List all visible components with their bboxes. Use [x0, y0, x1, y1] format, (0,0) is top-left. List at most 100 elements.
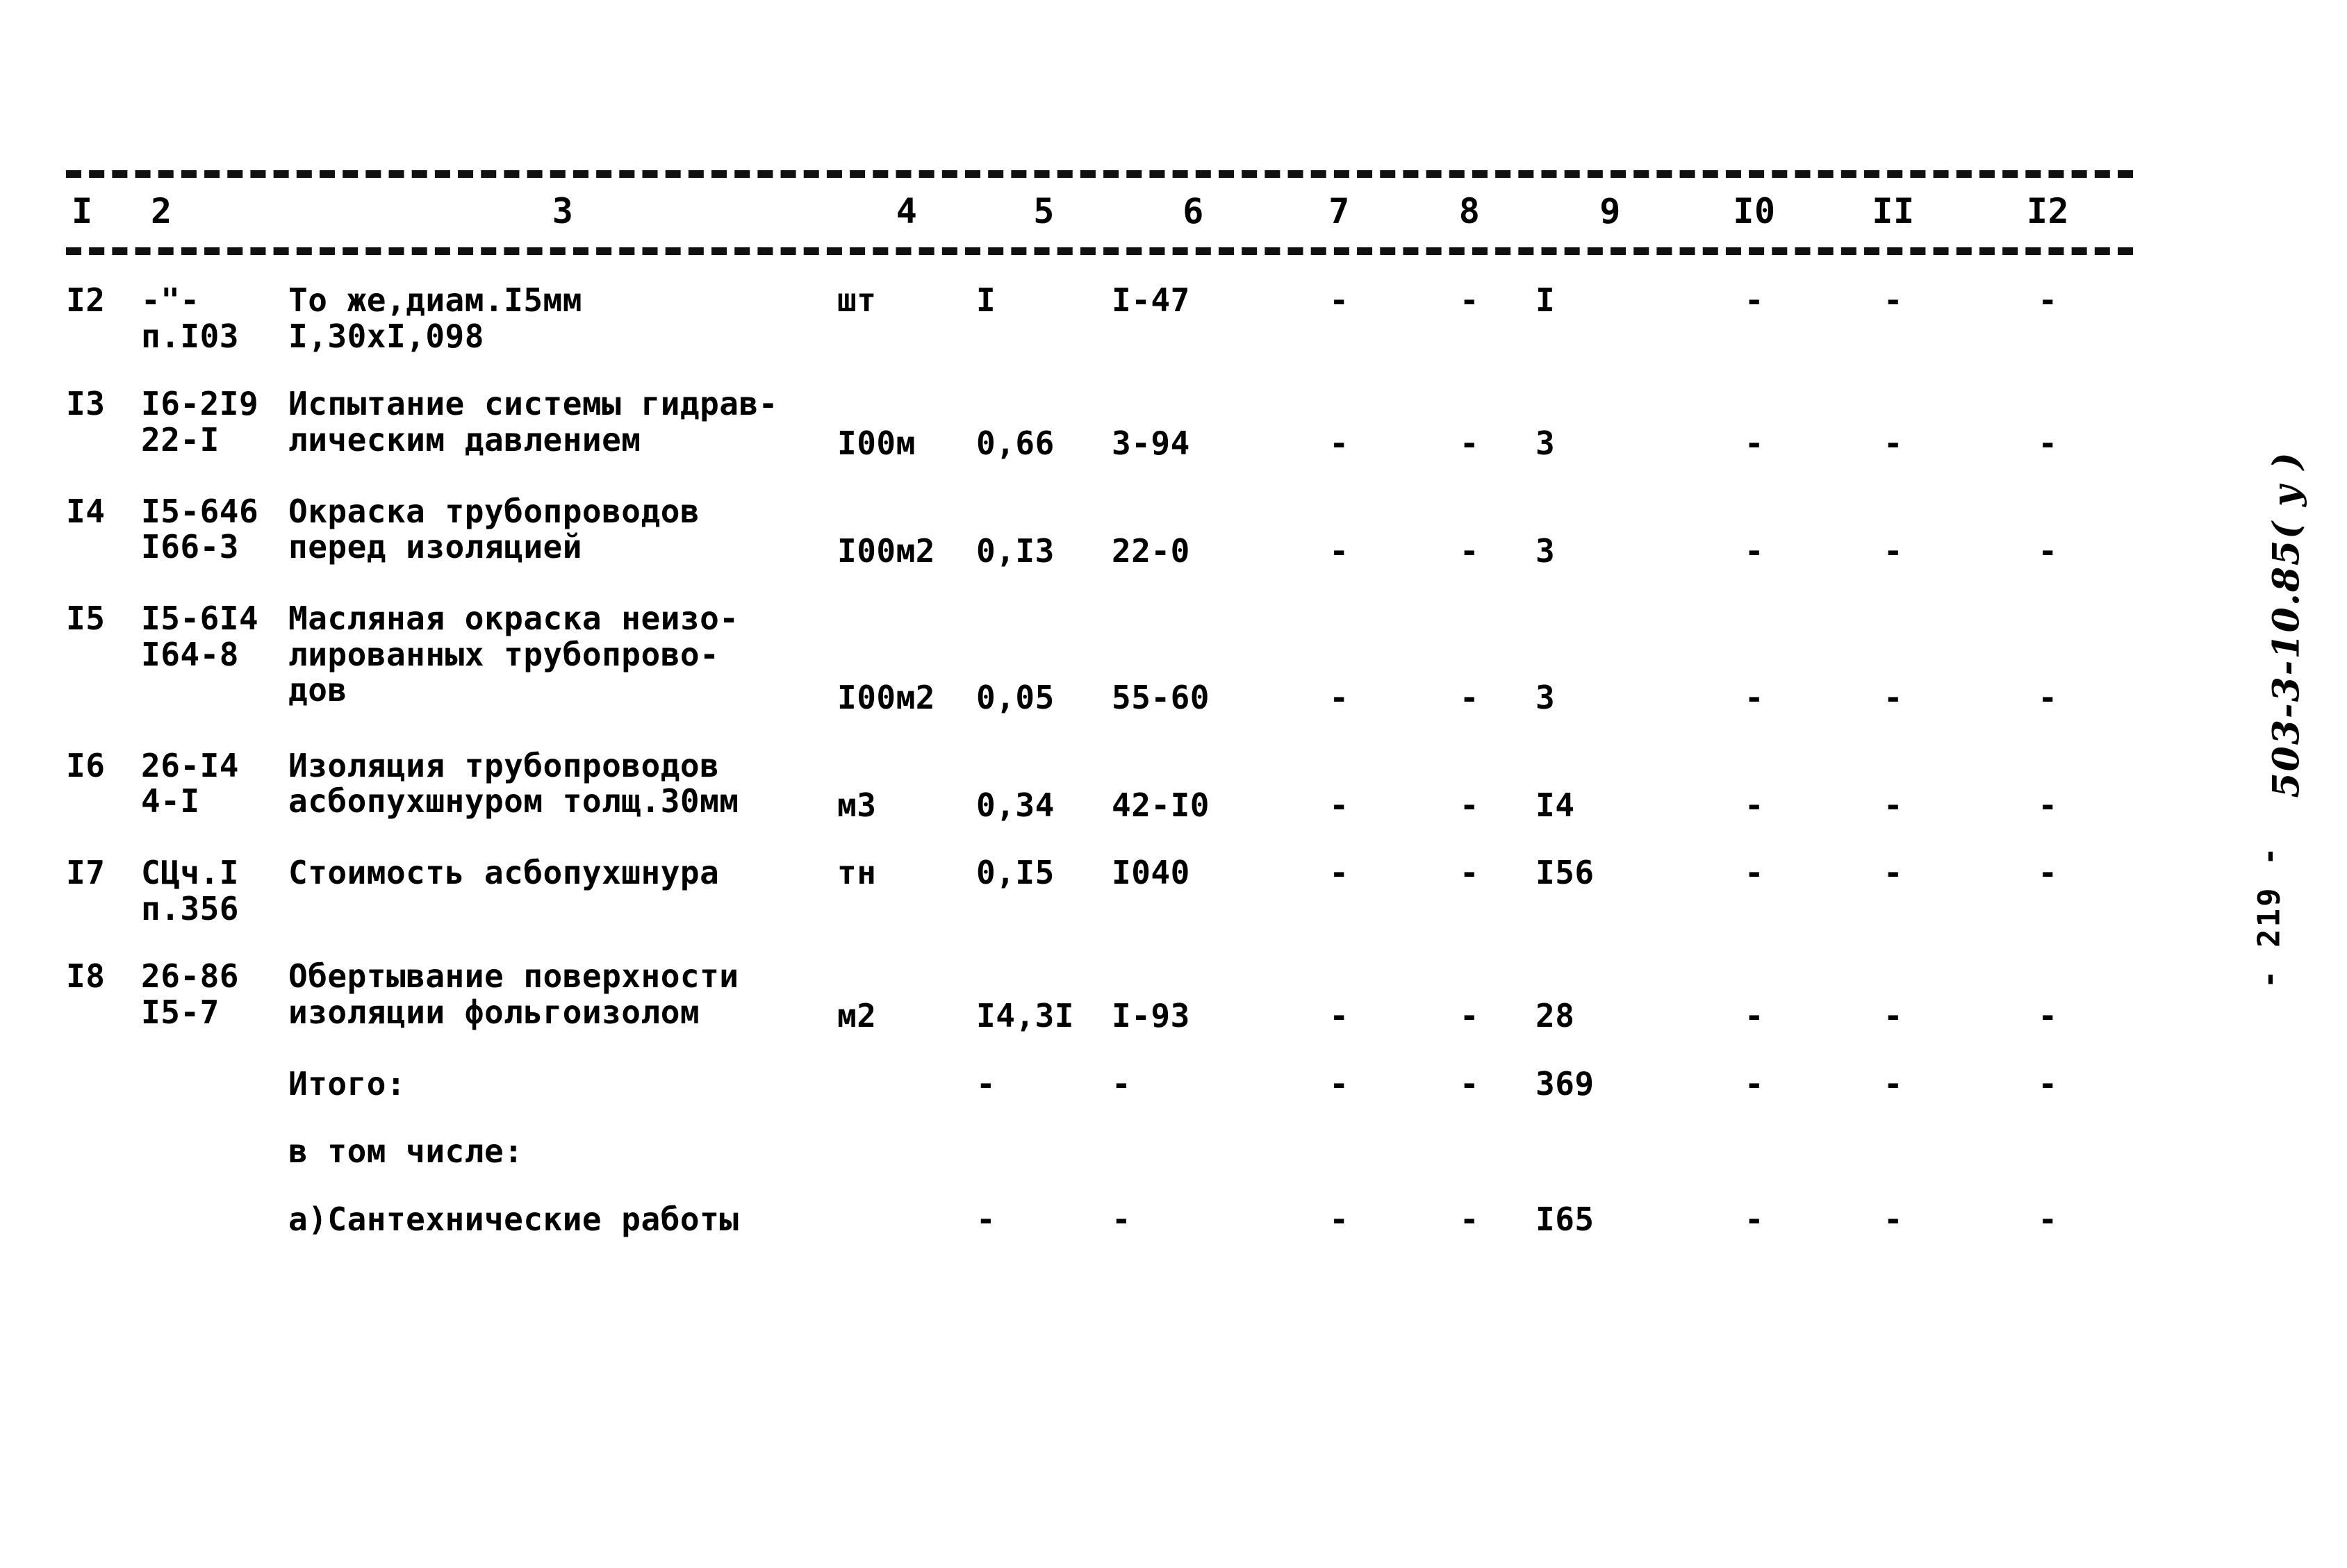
row-col11-cell: - [1824, 716, 1963, 824]
row-col10-cell: - [1685, 716, 1824, 824]
row-total-cell-value: 3 [1535, 424, 1556, 463]
row-unit-cell-value: м2 [837, 997, 877, 1035]
row-quantity-cell: - [976, 1034, 1112, 1103]
row-col7-cell: - [1275, 569, 1403, 716]
row-col7-cell-value: - [1329, 786, 1349, 824]
row-unit-cell: I00м2 [837, 569, 976, 716]
row-description-cell: Обертывание поверхности изоляции фольгои… [288, 957, 739, 1031]
row-quantity-cell-value: 0,I3 [976, 531, 1055, 570]
column-header-4: 4 [896, 191, 918, 231]
row-unit-cell-value: тн [837, 854, 877, 892]
row-col12-cell: - [1963, 823, 2133, 927]
row-total-cell: 369 [1535, 1034, 1685, 1103]
row-col10-cell: - [1685, 354, 1824, 462]
row-col11-cell-value: - [1883, 424, 1904, 463]
row-col7-cell: - [1275, 354, 1403, 462]
row-col8-cell: - [1403, 823, 1535, 927]
column-header-12: I2 [2026, 191, 2070, 231]
row-col11-cell: - [1824, 354, 1963, 462]
row-total-cell: I65 [1535, 1170, 1685, 1238]
row-col10-cell: - [1685, 927, 1824, 1034]
row-code-cell: 26-I4 4-I [141, 746, 239, 820]
row-unit-cost-cell-value: 55-60 [1112, 679, 1210, 717]
row-total-cell-value: I65 [1535, 1200, 1595, 1238]
row-col12-cell [1963, 1102, 2133, 1170]
row-number-cell: I6 [66, 746, 106, 784]
row-unit-cost-cell: - [1112, 1034, 1275, 1103]
row-col11-cell: - [1824, 927, 1963, 1034]
row-col11-cell: - [1824, 255, 1963, 354]
row-col12-cell-value: - [2038, 854, 2058, 892]
row-unit-cost-cell: I-47 [1112, 255, 1275, 354]
row-quantity-cell: I [976, 255, 1112, 354]
row-code-cell: I6-2I9 22-I [141, 385, 259, 459]
row-quantity-cell-value: - [976, 1200, 996, 1238]
row-total-cell: I [1535, 255, 1685, 354]
table-row: I6 26-I4 4-I Изоляция трубопроводов асбопу… [66, 716, 2133, 824]
row-col11-cell-value: - [1883, 854, 1904, 892]
row-unit-cost-cell: 22-0 [1112, 462, 1275, 570]
row-description-cell: То же,диам.I5мм I,30xI,098 [288, 281, 582, 355]
row-quantity-cell: 0,I5 [976, 823, 1112, 927]
row-unit-cost-cell: 3-94 [1112, 354, 1275, 462]
row-col10-cell-value: - [1744, 1064, 1765, 1103]
row-total-cell-value: I56 [1535, 854, 1595, 892]
row-total-cell: 3 [1535, 462, 1685, 570]
row-quantity-cell: 0,66 [976, 354, 1112, 462]
row-description-cell: Окраска трубопроводов перед изоляцией [288, 492, 700, 566]
row-quantity-cell: 0,34 [976, 716, 1112, 824]
row-quantity-cell: 0,I3 [976, 462, 1112, 570]
row-col12-cell-value: - [2038, 786, 2058, 824]
row-unit-cell-value: м3 [837, 786, 877, 824]
row-quantity-cell: - [976, 1170, 1112, 1238]
row-col12-cell: - [1963, 569, 2133, 716]
table-row: I7 СЦч.I п.356 Стоимость асбопухшнура тн 0,I… [66, 823, 2133, 927]
column-header-7: 7 [1328, 191, 1350, 231]
row-col8-cell-value: - [1459, 1200, 1480, 1238]
row-total-cell-value: 3 [1535, 531, 1556, 570]
row-col7-cell-value: - [1329, 997, 1349, 1035]
row-col10-cell-value: - [1744, 786, 1765, 824]
margin-document-code: 503-3-10.85( у ) [2265, 451, 2307, 798]
row-quantity-cell-value: 0,34 [976, 786, 1055, 824]
row-quantity-cell-value: I4,3I [976, 997, 1074, 1035]
row-col10-cell: - [1685, 569, 1824, 716]
row-col7-cell: - [1275, 1034, 1403, 1103]
row-col10-cell-value: - [1744, 1200, 1765, 1238]
row-total-cell-value: 369 [1535, 1064, 1595, 1103]
row-col12-cell-value: - [2038, 1064, 2058, 1103]
row-col7-cell-value: - [1329, 854, 1349, 892]
row-unit-cost-cell-value: I-47 [1112, 281, 1190, 319]
row-col7-cell [1275, 1102, 1403, 1170]
row-total-cell: 3 [1535, 569, 1685, 716]
row-unit-cell: м3 [837, 716, 976, 824]
row-unit-cost-cell: - [1112, 1170, 1275, 1238]
row-unit-cost-cell-value: I-93 [1112, 997, 1190, 1035]
row-col8-cell: - [1403, 462, 1535, 570]
row-description-cell: Изоляция трубопроводов асбопухшнуром тол… [288, 746, 739, 820]
row-col8-cell [1403, 1102, 1535, 1170]
row-unit-cell: I00м2 [837, 462, 976, 570]
row-code-cell [141, 1102, 288, 1170]
row-col10-cell-value: - [1744, 424, 1765, 463]
row-unit-cost-cell-value: 42-I0 [1112, 786, 1210, 824]
row-total-cell: I56 [1535, 823, 1685, 927]
row-col10-cell: - [1685, 255, 1824, 354]
row-col8-cell: - [1403, 1034, 1535, 1103]
row-col10-cell-value: - [1744, 854, 1765, 892]
row-col11-cell-value: - [1883, 997, 1904, 1035]
row-unit-cell: I00м [837, 354, 976, 462]
row-unit-cell: тн [837, 823, 976, 927]
row-code-cell: СЦч.I п.356 [141, 854, 239, 927]
row-col12-cell: - [1963, 716, 2133, 824]
row-col12-cell-value: - [2038, 1200, 2058, 1238]
row-total-cell-value: I4 [1535, 786, 1575, 824]
estimate-table: I 2 3 4 5 6 7 8 9 I0 II I2 [66, 192, 2133, 235]
row-col12-cell: - [1963, 1034, 2133, 1103]
column-header-11: II [1872, 191, 1915, 231]
row-number-cell: I2 [66, 281, 106, 319]
row-col8-cell-value: - [1459, 679, 1480, 717]
row-unit-cell-value: шт [837, 281, 877, 319]
row-col7-cell-value: - [1329, 679, 1349, 717]
row-number-cell: I8 [66, 957, 106, 996]
